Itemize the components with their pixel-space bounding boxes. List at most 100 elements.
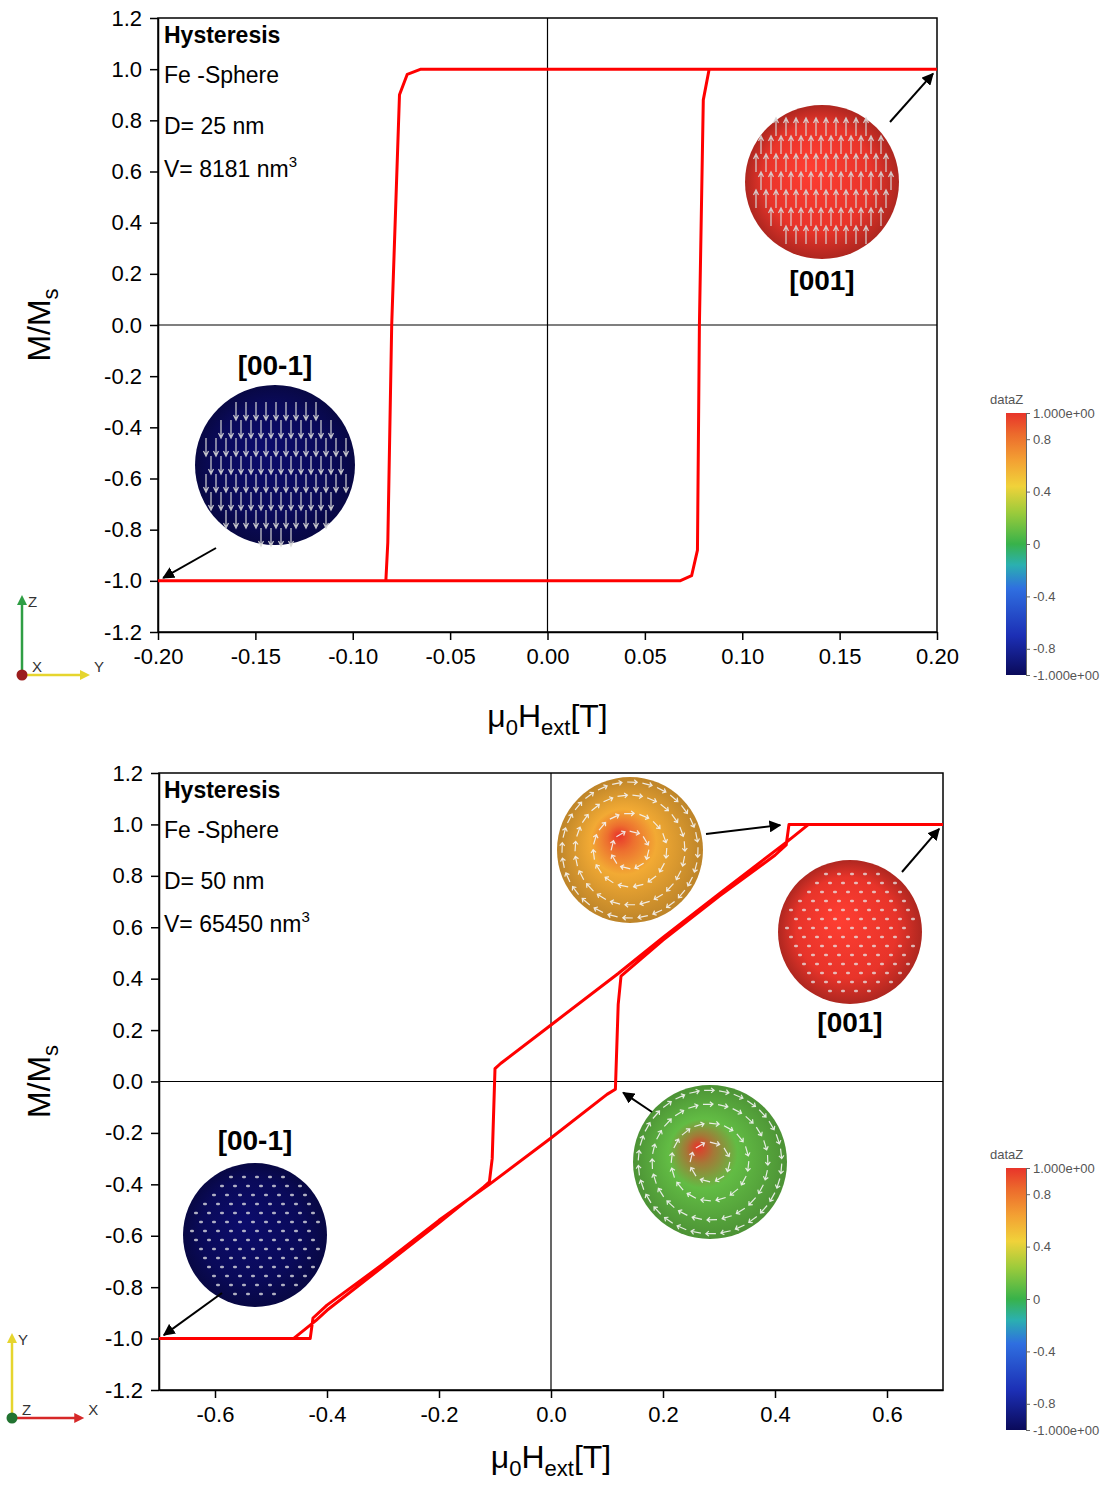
- plot-marks: [158, 69, 937, 581]
- y-tick: 0.4: [111, 210, 158, 235]
- triad-right-head: [74, 1413, 84, 1423]
- triad-up: [21, 603, 24, 675]
- colorbar-tick-mark: [1026, 1299, 1030, 1300]
- y-tick-mark: [150, 69, 158, 71]
- colorbar-ramp: [1006, 413, 1026, 675]
- y-tick-label: -1.0: [104, 568, 142, 593]
- colorbar-tick: -0.4: [1026, 1344, 1055, 1359]
- annotation-text: V= 8181 nm: [164, 156, 289, 182]
- annotation-text: D= 50 nm: [164, 868, 264, 894]
- x-axis-title-part: [T]: [574, 1439, 611, 1475]
- triad-up-head: [17, 595, 27, 605]
- y-tick-mark: [150, 171, 158, 173]
- y-tick: 1.2: [112, 761, 159, 786]
- x-tick-mark: [450, 632, 452, 640]
- title: Hysteresis: [164, 777, 280, 803]
- y-tick-label: 0.4: [112, 966, 143, 991]
- y-axis-title: M/Ms: [21, 1045, 63, 1118]
- y-axis: -1.2-1.0-0.8-0.6-0.4-0.20.00.20.40.60.81…: [104, 6, 158, 645]
- y-tick-label: 0.8: [112, 863, 143, 888]
- triad-out: [7, 1413, 18, 1424]
- inset: [00-1]: [164, 1125, 327, 1335]
- y-tick-label: -0.2: [105, 1120, 143, 1145]
- x-axis-title-part: 0: [509, 1456, 521, 1481]
- y-axis-title: M/Ms: [21, 288, 63, 361]
- y-tick-label: -1.2: [105, 1378, 143, 1403]
- triad-up-head: [7, 1333, 17, 1343]
- triad-label: Z: [28, 593, 37, 610]
- y-tick: 0.0: [112, 1069, 159, 1094]
- x-axis-title-part: [T]: [570, 698, 607, 734]
- x-tick-mark: [887, 1390, 889, 1398]
- x-axis-title-part: H: [518, 698, 541, 734]
- y-tick-mark: [151, 1287, 159, 1289]
- x-tick-label: -0.6: [197, 1402, 235, 1427]
- colorbar-tick: 0.4: [1026, 484, 1051, 499]
- colorbar-tick-mark: [1026, 1430, 1030, 1431]
- x-axis-title-part: ext: [541, 715, 570, 740]
- y-tick-mark: [151, 1236, 159, 1238]
- y-tick: 0.2: [111, 261, 158, 286]
- hysteresis-curve: [159, 824, 943, 1338]
- title: Hysteresis: [164, 22, 280, 48]
- x-tick: -0.6: [197, 1390, 235, 1427]
- y-tick-mark: [150, 222, 158, 224]
- x-axis-title: μ0Hext[T]: [487, 698, 607, 740]
- x-tick-label: 0.6: [872, 1402, 903, 1427]
- x-tick-mark: [547, 632, 549, 640]
- annotation-text: Fe -Sphere: [164, 817, 279, 843]
- y-tick-label: 0.0: [111, 313, 142, 338]
- colorbar-tick-mark: [1026, 544, 1030, 545]
- x-tick: 0.2: [648, 1390, 679, 1427]
- x-tick-label: -0.4: [309, 1402, 347, 1427]
- annotation-text: D= 25 nm: [164, 113, 264, 139]
- hysteresis-curve: [158, 69, 937, 581]
- colorbar-tick: -0.8: [1026, 641, 1055, 656]
- x-tick-mark: [663, 1390, 665, 1398]
- y-tick: 0.0: [111, 313, 158, 338]
- x-tick: 0.0: [536, 1390, 567, 1427]
- inset: [00-1]: [163, 350, 355, 578]
- x-tick-mark: [215, 1390, 217, 1398]
- y-tick: 0.8: [111, 108, 158, 133]
- x-axis-title: μ0Hext[T]: [491, 1439, 611, 1481]
- x-tick-mark: [551, 1390, 553, 1398]
- colorbar-tick-label: -0.4: [1033, 1344, 1055, 1359]
- colorbar-tick-label: 0.8: [1033, 432, 1051, 447]
- y-tick-label: -0.4: [105, 1172, 143, 1197]
- x-tick-mark: [937, 632, 939, 640]
- x-tick-mark: [327, 1390, 329, 1398]
- colorbar-tick-mark: [1026, 1194, 1030, 1195]
- y-tick: -1.2: [105, 1378, 159, 1403]
- inset-label: [00-1]: [238, 350, 313, 381]
- x-tick: -0.15: [231, 632, 281, 669]
- colorbar-tick-mark: [1026, 675, 1030, 676]
- colorbar-tick-label: -1.000e+00: [1033, 668, 1099, 683]
- colorbar-tick-label: 0: [1033, 1292, 1040, 1307]
- y-tick-label: -1.2: [104, 620, 142, 645]
- colorbar-tick-mark: [1026, 1351, 1030, 1352]
- y-tick-mark: [150, 18, 158, 20]
- colorbar-ramp: [1006, 1168, 1026, 1430]
- colorbar-tick: 0.4: [1026, 1239, 1051, 1254]
- x-tick: 0.20: [916, 632, 959, 669]
- y-tick: -1.0: [105, 1326, 159, 1351]
- y-tick-label: -0.6: [105, 1223, 143, 1248]
- y-tick-mark: [151, 1390, 159, 1392]
- x-tick: -0.4: [309, 1390, 347, 1427]
- y-tick-mark: [150, 325, 158, 327]
- annotation: V= 65450 nm3: [164, 908, 310, 937]
- inset: [001]: [778, 829, 939, 1038]
- y-tick: 1.0: [111, 57, 158, 82]
- x-axis-title-part: H: [521, 1439, 544, 1475]
- x-tick-label: 0.05: [624, 644, 667, 669]
- sphere: [183, 1163, 327, 1307]
- x-tick-mark: [839, 632, 841, 640]
- x-tick-mark: [353, 632, 355, 640]
- sphere: [745, 105, 899, 259]
- x-tick-label: -0.2: [421, 1402, 459, 1427]
- y-tick-mark: [151, 1338, 159, 1340]
- annotation-text: Fe -Sphere: [164, 62, 279, 88]
- colorbar-tick: 0.8: [1026, 432, 1051, 447]
- colorbar-tick-label: 1.000e+00: [1033, 1161, 1095, 1176]
